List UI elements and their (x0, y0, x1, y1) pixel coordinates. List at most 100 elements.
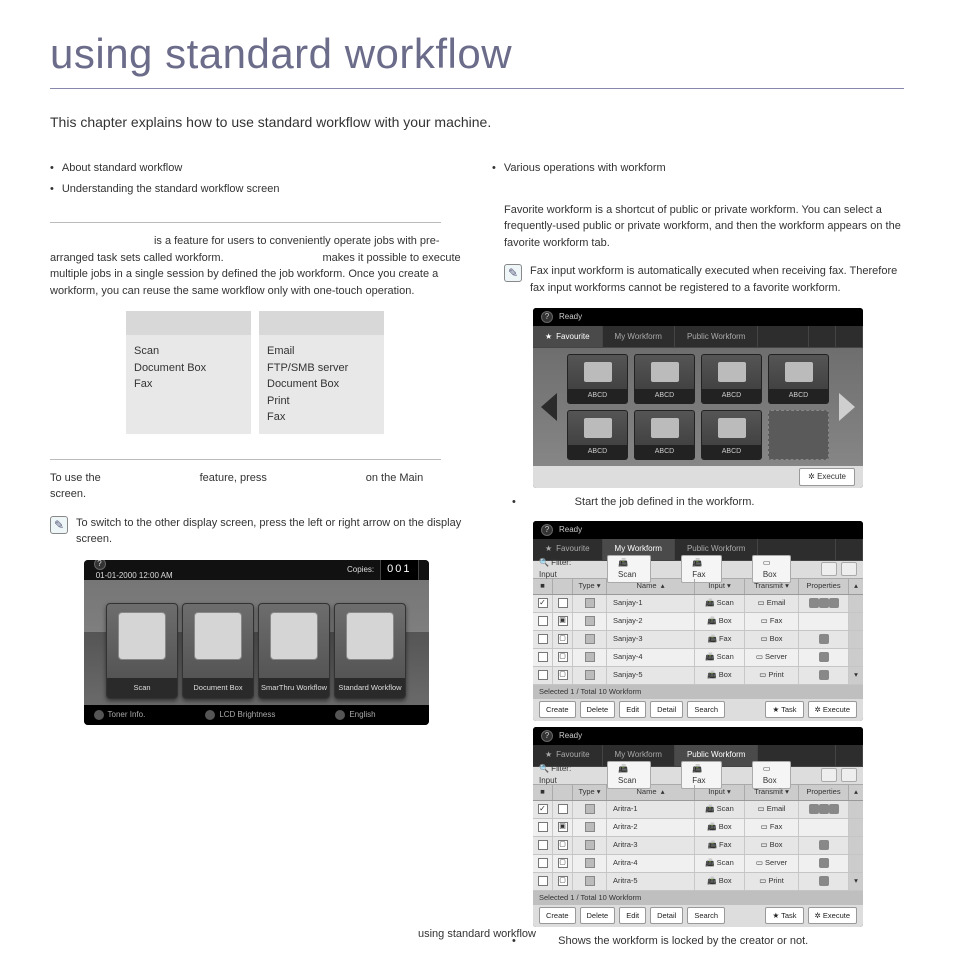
delete-button[interactable]: Delete (580, 907, 616, 924)
execute-button[interactable]: ✲ Execute (808, 907, 857, 924)
workform-tile-empty[interactable] (768, 410, 829, 460)
tile-scan[interactable]: Scan (106, 603, 178, 699)
row-checkbox[interactable] (538, 876, 548, 886)
table-row[interactable]: ▣Sanjay-2📠 Box▭ Fax (533, 613, 863, 631)
row-checkbox[interactable] (538, 634, 548, 644)
tile-document-box[interactable]: Document Box (182, 603, 254, 699)
brightness-label[interactable]: LCD Brightness (219, 709, 275, 721)
help-icon[interactable]: ? (541, 524, 553, 536)
col-name[interactable]: Name ▴ (607, 785, 695, 800)
tab-extra-1[interactable] (809, 745, 836, 766)
tab-extra-1[interactable] (809, 539, 836, 560)
col-check[interactable]: ■ (533, 785, 553, 800)
scroll-up-button[interactable]: ▴ (849, 579, 863, 594)
language-label[interactable]: English (349, 709, 375, 721)
task-button[interactable]: ★ Task (765, 701, 803, 718)
row-checkbox[interactable] (538, 652, 548, 662)
workform-tile[interactable]: ABCD (634, 410, 695, 460)
table-row[interactable]: ▢Sanjay-4📠 Scan▭ Server (533, 649, 863, 667)
toner-label[interactable]: Toner Info. (108, 709, 146, 721)
arrow-left-icon[interactable] (541, 393, 557, 421)
edit-button[interactable]: Edit (619, 701, 646, 718)
help-icon[interactable]: ? (541, 311, 553, 323)
col-type[interactable]: Type ▾ (573, 579, 607, 594)
scrollbar[interactable] (849, 631, 863, 648)
help-icon[interactable]: ? (541, 730, 553, 742)
datetime-label: 01-01-2000 12:00 AM (96, 571, 173, 580)
detail-button[interactable]: Detail (650, 907, 683, 924)
table-row[interactable]: ✓Sanjay-1📠 Scan▭ Email (533, 595, 863, 613)
tile-smarthru[interactable]: SmarThru Workflow (258, 603, 330, 699)
scroll-up-button[interactable]: ▴ (849, 785, 863, 800)
toc-link[interactable]: About standard workflow (62, 160, 182, 177)
row-checkbox[interactable] (538, 670, 548, 680)
tab-extra-2[interactable] (836, 326, 863, 347)
table-cell: Document Box (267, 376, 376, 393)
table-row[interactable]: ▢Aritra-5📠 Box▭ Print▾ (533, 873, 863, 891)
view-button[interactable] (841, 562, 857, 576)
table-cell: Email (267, 343, 376, 360)
edit-button[interactable]: Edit (619, 907, 646, 924)
view-button[interactable] (821, 562, 837, 576)
execute-button[interactable]: ✲ Execute (808, 701, 857, 718)
row-checkbox[interactable]: ✓ (538, 804, 548, 814)
toc-link[interactable]: Various operations with workform (504, 160, 666, 177)
search-button[interactable]: Search (687, 907, 725, 924)
scrollbar[interactable] (849, 855, 863, 872)
scrollbar[interactable] (849, 819, 863, 836)
help-icon[interactable]: ? (94, 560, 106, 570)
toc-link[interactable]: Understanding the standard workflow scre… (62, 181, 280, 198)
tab-my-workform[interactable]: My Workform (603, 326, 675, 347)
scrollbar[interactable] (849, 649, 863, 666)
scrollbar[interactable] (849, 595, 863, 612)
col-name[interactable]: Name ▴ (607, 579, 695, 594)
tab-extra-2[interactable] (836, 745, 863, 766)
row-checkbox[interactable] (538, 840, 548, 850)
table-row[interactable]: ▢Aritra-3📠 Fax▭ Box (533, 837, 863, 855)
search-button[interactable]: Search (687, 701, 725, 718)
execute-button[interactable]: ✲ Execute (799, 468, 855, 486)
status-bar: Selected 1 / Total 10 Workform (533, 891, 863, 905)
view-button[interactable] (841, 768, 857, 782)
tile-standard-workflow[interactable]: Standard Workflow (334, 603, 406, 699)
col-check[interactable]: ■ (533, 579, 553, 594)
create-button[interactable]: Create (539, 701, 576, 718)
workform-tile[interactable]: ABCD (567, 410, 628, 460)
workform-tile[interactable]: ABCD (567, 354, 628, 404)
workform-tile[interactable]: ABCD (768, 354, 829, 404)
row-checkbox[interactable]: ✓ (538, 598, 548, 608)
workform-tile[interactable]: ABCD (634, 354, 695, 404)
row-checkbox[interactable] (538, 616, 548, 626)
col-lock (553, 785, 573, 800)
tab-extra-1[interactable] (808, 326, 836, 347)
workform-tile[interactable]: ABCD (701, 354, 762, 404)
tab-public-workform[interactable]: Public Workform (675, 326, 759, 347)
table-row[interactable]: ✓Aritra-1📠 Scan▭ Email (533, 801, 863, 819)
scrollbar[interactable]: ▾ (849, 873, 863, 890)
tab-favourite[interactable]: ★Favourite (533, 326, 603, 347)
row-checkbox[interactable] (538, 858, 548, 868)
view-button[interactable] (821, 768, 837, 782)
tab-extra-2[interactable] (836, 539, 863, 560)
col-transmit[interactable]: Transmit ▾ (745, 579, 799, 594)
scrollbar[interactable] (849, 801, 863, 818)
col-transmit[interactable]: Transmit ▾ (745, 785, 799, 800)
detail-button[interactable]: Detail (650, 701, 683, 718)
col-type[interactable]: Type ▾ (573, 785, 607, 800)
delete-button[interactable]: Delete (580, 701, 616, 718)
col-input[interactable]: Input ▾ (695, 785, 745, 800)
table-row[interactable]: ▢Sanjay-3📠 Fax▭ Box (533, 631, 863, 649)
scrollbar[interactable] (849, 613, 863, 630)
table-row[interactable]: ▢Aritra-4📠 Scan▭ Server (533, 855, 863, 873)
row-checkbox[interactable] (538, 822, 548, 832)
scrollbar[interactable] (849, 837, 863, 854)
col-input[interactable]: Input ▾ (695, 579, 745, 594)
task-button[interactable]: ★ Task (765, 907, 803, 924)
table-row[interactable]: ▣Aritra-2📠 Box▭ Fax (533, 819, 863, 837)
create-button[interactable]: Create (539, 907, 576, 924)
table-row[interactable]: ▢Sanjay-5📠 Box▭ Print▾ (533, 667, 863, 685)
scrollbar[interactable]: ▾ (849, 667, 863, 684)
arrow-right-icon[interactable] (839, 393, 855, 421)
workform-tile[interactable]: ABCD (701, 410, 762, 460)
ready-label: Ready (559, 311, 582, 323)
